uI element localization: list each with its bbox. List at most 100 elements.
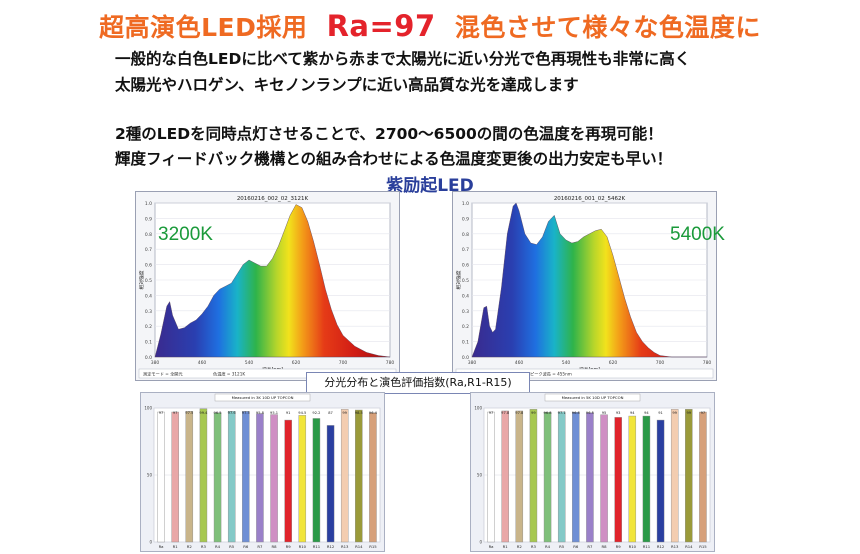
cri-bar [270,414,278,543]
cri-bar [227,411,236,543]
headline-part1: 超高演色LED採用 [99,13,308,42]
y-tick-label: 0.2 [145,324,152,330]
y-tick-label: 0.4 [145,293,152,299]
cri-category-label: R5 [559,544,565,549]
cri-bar [614,417,622,543]
cri-category-label: R6 [573,544,579,549]
body-line-4: 輝度フィードバック機構との組み合わせによる色温度変更後の出力安定も早い！ [115,150,673,168]
spectrum-chart-5400k: 0.0 0.1 0.2 0.3 0.4 0.5 0.6 0.7 0.8 0.9 1.0 380 460 5… [452,191,717,381]
cri-value-label: 97 [159,411,164,415]
cri-bar [312,418,321,543]
x-tick-label: 620 [292,360,301,366]
y-tick-label: 0.3 [145,309,152,315]
spectrum-chart-3200k: 0.0 0.1 0.2 0.3 0.4 0.5 0.6 0.7 0.8 0.9 1.0 380 460 5… [135,191,400,381]
cri-bar [298,415,307,543]
cri-value-label: 95 [602,411,607,415]
cri-value-label: 94 [630,411,635,415]
cri-value-label: 99 [687,411,692,415]
cri-title: Measured in 3K 10D UP TOPCON [232,395,294,400]
cri-category-label: R15 [369,544,377,549]
cri-value-label: 96.5 [214,411,222,415]
cri-value-label: 98.5 [355,411,363,415]
cri-bar [572,412,580,543]
cri-value-label: 97 [173,411,178,415]
cri-category-label: R13 [671,544,679,549]
y-tick-label: 0.0 [145,355,152,361]
cri-value-label: 97.8 [501,411,510,415]
cri-category-label: R2 [187,544,193,549]
cri-value-label: 97.5 [242,411,250,415]
cri-bar [487,411,495,543]
cri-bar [586,412,594,543]
y-tick-label: 0.3 [462,309,469,315]
headline: 超高演色LED採用 Ra=97 混色させて様々な色温度に [0,8,860,44]
cri-category-label: R5 [229,544,235,549]
cri-category-label: R7 [257,544,263,549]
cri-bar [501,410,509,543]
x-tick-label: 620 [609,360,618,366]
cri-value-label: 97 [701,411,706,415]
body-line-3: 2種のLEDを同時点灯させることで、2700～6500の間の色温度を再現可能！ [115,125,663,143]
cri-y-tick: 100 [474,406,482,411]
cri-category-label: R9 [286,544,292,549]
cri-value-label: 94.5 [298,411,306,415]
cri-category-label: R3 [531,544,537,549]
cri-category-label: R4 [545,544,551,549]
cri-y-tick: 100 [144,406,152,411]
cri-bar [515,410,524,543]
y-tick-label: 0.5 [145,278,152,284]
y-tick-label: 0.7 [145,247,152,253]
cri-category-label: R14 [685,544,693,549]
x-tick-label: 700 [656,360,665,366]
cri-value-label: 96.5 [586,411,594,415]
x-tick-label: 780 [386,360,395,366]
status-text: ピーク波長 = 455nm [530,371,572,378]
cri-value-label: 91 [658,411,663,415]
cri-y-tick: 0 [149,540,152,545]
evaluation-label: 分光分布と演色評価指数(Ra,R1-R15) [306,372,530,394]
spectrum-area [154,204,391,358]
cri-bar [543,412,552,543]
cri-category-label: R7 [587,544,593,549]
cri-title: Measured in 5K 10D UP TOPCON [562,395,624,400]
cri-value-label: 99 [531,411,536,415]
cri-value-label: 99.4 [199,411,208,415]
cri-bar [369,412,377,543]
cri-bar [557,411,566,543]
cri-bar [355,409,363,543]
cri-y-tick: 50 [477,473,483,478]
y-tick-label: 0.5 [462,278,469,284]
spectrum-area [471,202,707,358]
cri-category-label: R4 [215,544,221,549]
cri-value-label: 93 [616,411,621,415]
x-tick-label: 380 [468,360,477,366]
cri-value-label: 92.2 [312,411,320,415]
cri-bar [256,413,264,543]
y-tick-label: 0.9 [462,216,469,222]
cri-bar [199,408,208,543]
y-tick-label: 0.4 [462,293,469,299]
cri-bar [656,419,665,543]
cri-value-label: 97 [489,411,494,415]
y-axis-label: 相対強度 [455,270,462,289]
cri-category-label: R12 [327,544,335,549]
cri-bar [242,411,250,543]
cri-value-label: 94 [644,411,649,415]
cri-bar [185,411,194,543]
y-tick-label: 1.0 [462,201,469,207]
x-tick-label: 540 [562,360,571,366]
y-tick-label: 0.6 [462,263,469,269]
cri-title-box [214,393,311,402]
cri-category-label: R8 [272,544,278,549]
y-tick-label: 0.8 [145,232,152,238]
status-text: 色温度 = 3121K [213,371,245,378]
y-axis-label: 相対強度 [138,270,145,289]
cri-bar [628,415,637,543]
cri-value-label: 95.1 [270,411,278,415]
cri-bar [157,411,165,543]
cri-y-tick: 50 [147,473,153,478]
y-tick-label: 0.8 [462,232,469,238]
cri-category-label: R1 [503,544,509,549]
cri-value-label: 99 [342,411,347,415]
cri-chart-3k: Measured in 3K 10D UP TOPCON 0 50 100 97 Ra 97… [140,392,385,552]
